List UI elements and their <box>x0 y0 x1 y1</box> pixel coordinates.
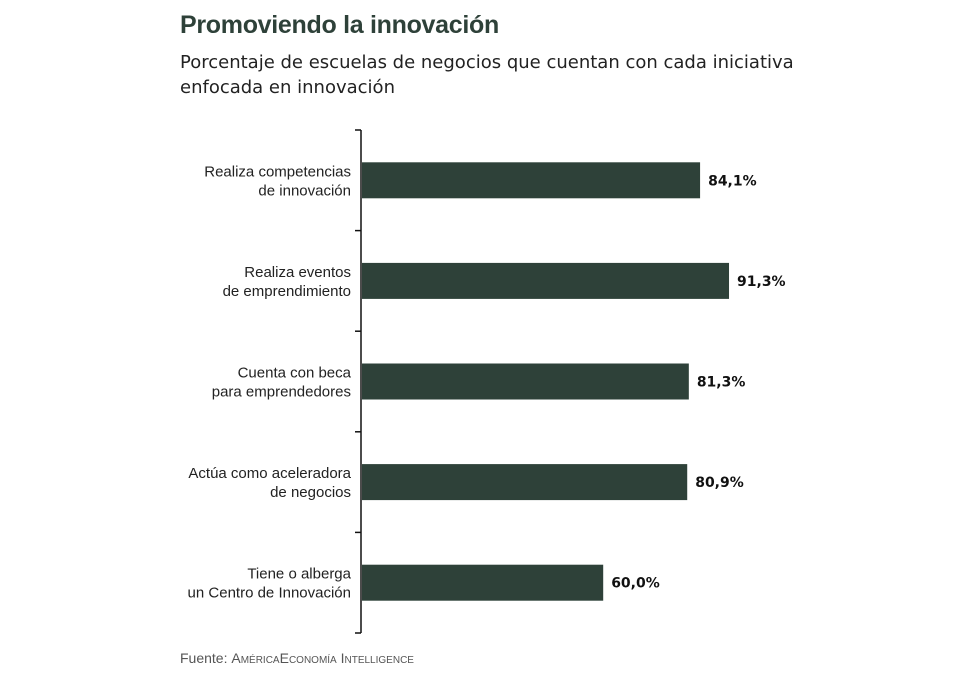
bar <box>362 564 604 601</box>
bar-value-label: 81,3% <box>697 375 746 391</box>
bar <box>362 162 701 199</box>
bar-value-label: 84,1% <box>708 173 757 189</box>
category-label: Tiene o alberga <box>247 566 351 583</box>
bar <box>362 464 688 501</box>
bar-value-label: 91,3% <box>737 274 786 290</box>
category-label: un Centro de Innovación <box>188 585 351 602</box>
source-prefix: Fuente: <box>180 650 232 666</box>
category-label: Realiza eventos <box>244 264 351 281</box>
source-note: Fuente: AméricaEconomía Intelligence <box>180 650 414 666</box>
category-label: de innovación <box>258 182 351 199</box>
chart-title: Promoviendo la innovación <box>180 11 499 39</box>
category-label: de negocios <box>270 484 351 501</box>
category-label: de emprendimiento <box>223 283 351 300</box>
bar <box>362 262 730 299</box>
category-label: Cuenta con beca <box>238 365 352 382</box>
category-label: Realiza competencias <box>204 163 351 180</box>
bar-value-label: 80,9% <box>695 475 744 491</box>
bar <box>362 363 689 400</box>
source-name: AméricaEconomía Intelligence <box>231 650 414 666</box>
bar-value-label: 60,0% <box>611 576 660 592</box>
chart-subtitle: Porcentaje de escuelas de negocios que c… <box>180 52 794 98</box>
category-label: para emprendedores <box>212 384 351 401</box>
category-label: Actúa como aceleradora <box>188 465 351 482</box>
